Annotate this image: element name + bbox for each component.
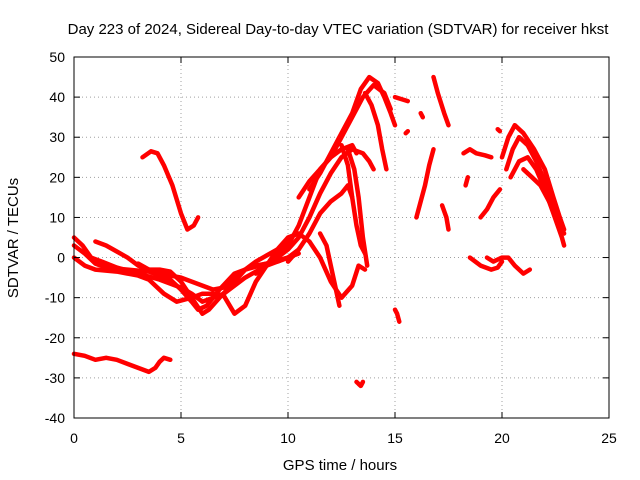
data-series-s20 <box>392 94 411 104</box>
data-series-s15 <box>345 147 370 268</box>
data-series-s14 <box>317 231 342 308</box>
series-layer <box>71 74 567 389</box>
data-series-s23 <box>418 110 426 120</box>
chart-title: Day 223 of 2024, Sidereal Day-to-day VTE… <box>68 21 610 38</box>
data-series-s9 <box>275 147 376 260</box>
data-series-s26 <box>461 147 494 160</box>
y-tick-label: -10 <box>45 290 65 306</box>
y-tick-label: 40 <box>49 89 65 105</box>
tick-labels: -40 -30 -20 -10 0 10 20 30 40 50 0 5 10 15 20 25 <box>45 49 617 446</box>
x-tick-label: 5 <box>177 430 185 446</box>
data-series-s16 <box>339 142 368 256</box>
x-tick-label: 25 <box>601 430 617 446</box>
x-tick-label: 15 <box>387 430 403 446</box>
data-series-s17 <box>362 90 389 172</box>
data-series-s7 <box>135 247 280 292</box>
y-tick-label: 30 <box>49 129 65 145</box>
x-tick-label: 10 <box>280 430 296 446</box>
y-tick-label: -40 <box>45 410 65 426</box>
y-tick-label: 10 <box>49 209 65 225</box>
data-series-s11 <box>285 183 355 264</box>
data-series-s27 <box>463 175 471 188</box>
data-series-s31 <box>495 126 503 134</box>
y-tick-label: 0 <box>57 250 65 266</box>
data-series-s12 <box>296 82 393 200</box>
axis-ticks <box>73 56 610 419</box>
data-series-s30 <box>484 255 533 276</box>
data-series-s29 <box>478 187 503 220</box>
y-tick-label: -30 <box>45 370 65 386</box>
y-axis-title: SDTVAR / TECUs <box>5 178 22 298</box>
data-series-s13 <box>307 74 398 192</box>
data-series-s25 <box>439 203 451 232</box>
data-series-s22 <box>414 147 436 220</box>
grid <box>74 57 609 418</box>
data-series-s33 <box>504 134 565 228</box>
plot-frame <box>73 56 610 419</box>
data-series-s19 <box>392 307 402 324</box>
y-tick-label: 20 <box>49 169 65 185</box>
data-series-s18 <box>354 379 366 389</box>
data-series-s1 <box>71 351 173 375</box>
x-tick-label: 20 <box>494 430 510 446</box>
x-tick-label: 0 <box>70 430 78 446</box>
data-series-s35 <box>521 167 567 236</box>
y-tick-label: 50 <box>49 49 65 65</box>
data-series-s2 <box>140 149 201 232</box>
data-series-s21 <box>403 128 411 136</box>
data-series-s28 <box>467 255 505 272</box>
data-series-s8 <box>253 231 368 300</box>
data-series-s34 <box>508 155 567 248</box>
data-series-s24 <box>431 74 451 128</box>
x-axis-title: GPS time / hours <box>283 457 397 474</box>
data-series-s6 <box>71 239 291 316</box>
y-tick-label: -20 <box>45 330 65 346</box>
